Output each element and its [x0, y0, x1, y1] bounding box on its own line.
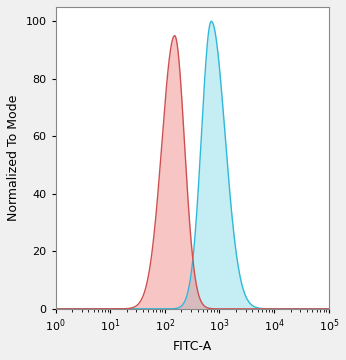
Y-axis label: Normalized To Mode: Normalized To Mode — [7, 95, 20, 221]
X-axis label: FITC-A: FITC-A — [173, 340, 212, 353]
